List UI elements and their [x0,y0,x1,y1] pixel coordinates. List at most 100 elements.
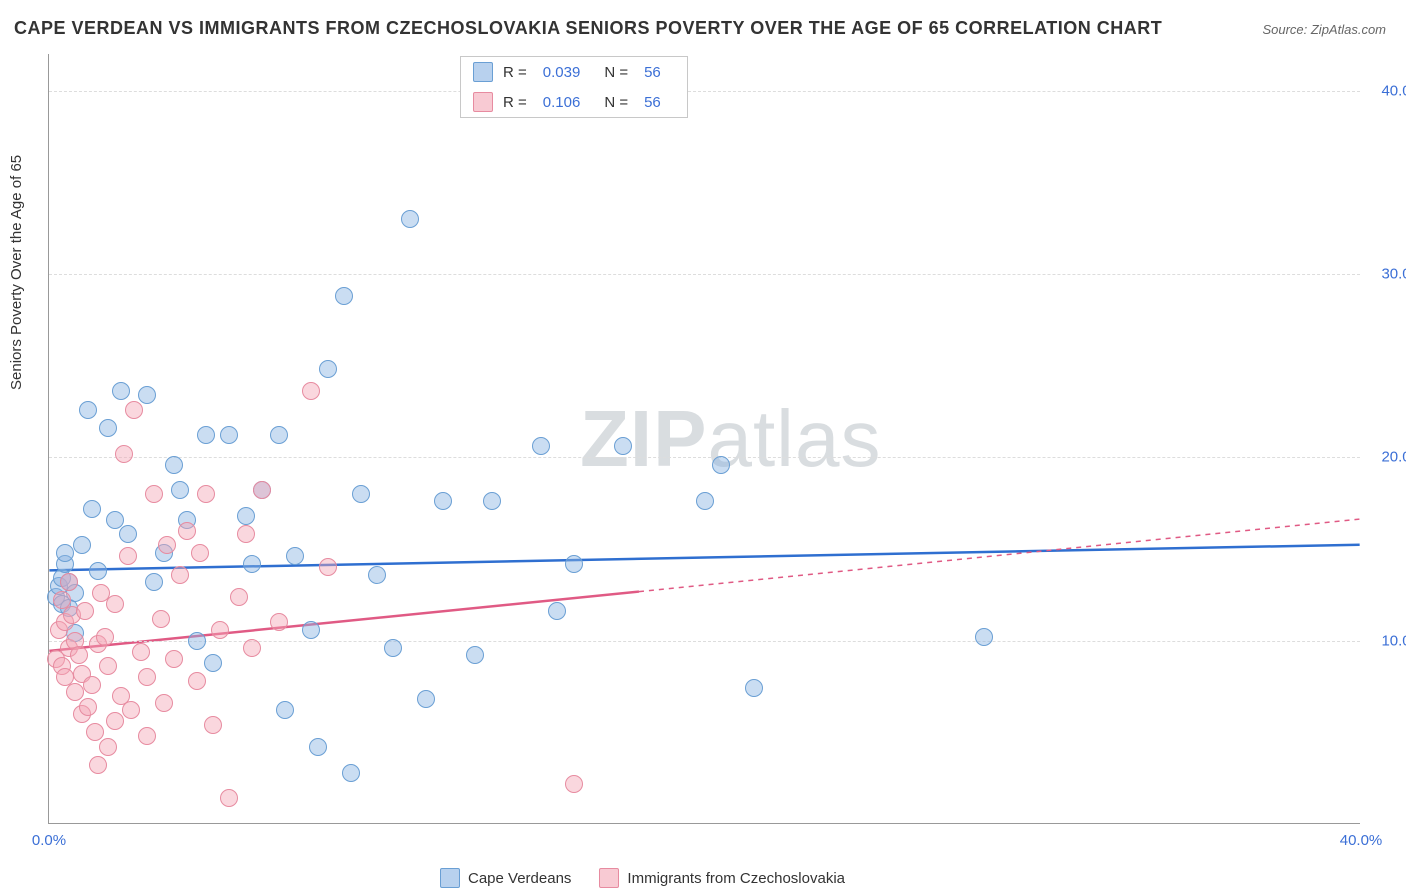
data-point [352,485,370,503]
data-point [565,555,583,573]
stat-n-pink: 56 [644,94,661,111]
stat-r-blue: 0.039 [543,64,581,81]
data-point [191,544,209,562]
gridline [49,457,1360,458]
data-point [106,595,124,613]
data-point [165,650,183,668]
data-point [171,481,189,499]
data-point [188,632,206,650]
ytick-label: 20.0% [1381,449,1406,466]
data-point [302,621,320,639]
data-point [138,386,156,404]
data-point [83,500,101,518]
data-point [96,628,114,646]
data-point [99,657,117,675]
data-point [368,566,386,584]
data-point [86,723,104,741]
xtick-label: 40.0% [1340,832,1383,849]
data-point [230,588,248,606]
data-point [614,437,632,455]
stat-label-r: R = [503,94,527,111]
stat-n-blue: 56 [644,64,661,81]
data-point [76,602,94,620]
swatch-blue-icon [440,868,460,888]
legend-item-pink: Immigrants from Czechoslovakia [599,868,845,888]
ytick-label: 40.0% [1381,82,1406,99]
data-point [125,401,143,419]
data-point [119,547,137,565]
stat-r-pink: 0.106 [543,94,581,111]
data-point [204,654,222,672]
data-point [211,621,229,639]
data-point [466,646,484,664]
data-point [243,639,261,657]
data-point [152,610,170,628]
data-point [712,456,730,474]
data-point [220,426,238,444]
swatch-blue-icon [473,62,493,82]
data-point [270,613,288,631]
data-point [319,360,337,378]
data-point [89,562,107,580]
legend-label-blue: Cape Verdeans [468,870,571,887]
swatch-pink-icon [599,868,619,888]
data-point [158,536,176,554]
data-point [79,401,97,419]
data-point [270,426,288,444]
legend-label-pink: Immigrants from Czechoslovakia [627,870,845,887]
data-point [197,426,215,444]
legend-item-blue: Cape Verdeans [440,868,571,888]
data-point [532,437,550,455]
stat-label-r: R = [503,64,527,81]
data-point [335,287,353,305]
data-point [132,643,150,661]
gridline [49,91,1360,92]
data-point [112,382,130,400]
data-point [138,668,156,686]
data-point [188,672,206,690]
data-point [99,419,117,437]
data-point [60,573,78,591]
source-text: Source: ZipAtlas.com [1262,22,1386,37]
data-point [56,544,74,562]
stat-label-n: N = [604,64,628,81]
data-point [483,492,501,510]
data-point [99,738,117,756]
data-point [145,573,163,591]
data-point [384,639,402,657]
data-point [106,712,124,730]
data-point [197,485,215,503]
data-point [66,683,84,701]
data-point [119,525,137,543]
ytick-label: 10.0% [1381,632,1406,649]
scatter-plot: ZIPatlas 10.0%20.0%30.0%40.0%0.0%40.0% [48,54,1360,824]
data-point [89,756,107,774]
data-point [237,525,255,543]
legend-stats-row-blue: R = 0.039 N = 56 [461,57,687,87]
data-point [122,701,140,719]
data-point [70,646,88,664]
data-point [220,789,238,807]
legend-stats: R = 0.039 N = 56 R = 0.106 N = 56 [460,56,688,118]
data-point [106,511,124,529]
data-point [565,775,583,793]
gridline [49,274,1360,275]
watermark-atlas: atlas [707,394,881,483]
data-point [253,481,271,499]
data-point [243,555,261,573]
ytick-label: 30.0% [1381,266,1406,283]
data-point [155,694,173,712]
data-point [342,764,360,782]
data-point [309,738,327,756]
legend-stats-row-pink: R = 0.106 N = 56 [461,87,687,117]
data-point [79,698,97,716]
data-point [286,547,304,565]
data-point [975,628,993,646]
data-point [302,382,320,400]
data-point [115,445,133,463]
stat-label-n: N = [604,94,628,111]
swatch-pink-icon [473,92,493,112]
data-point [276,701,294,719]
data-point [73,536,91,554]
data-point [171,566,189,584]
